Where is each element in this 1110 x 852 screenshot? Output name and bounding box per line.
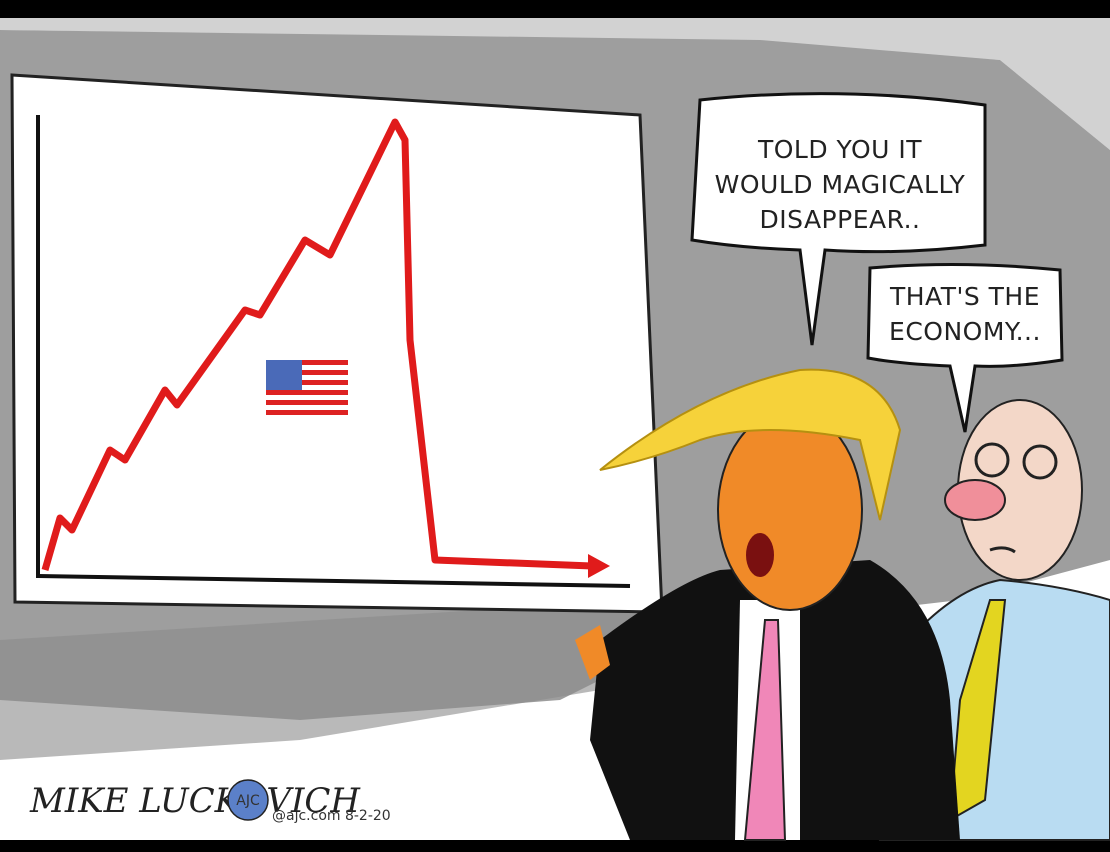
man-right [878, 399, 1110, 841]
logo-badge [227, 779, 269, 821]
logo-text: AJC [236, 793, 260, 809]
bottom-bar [0, 840, 1110, 852]
trend-line [41, 118, 593, 571]
bubble-text: WOULD MAGICALLY [715, 170, 966, 199]
man-left [575, 368, 960, 841]
wall-shading [0, 600, 660, 760]
credit-text: @ajc.com 8-2-20 [272, 808, 391, 824]
speech-bubble [866, 262, 1064, 433]
top-bar [0, 0, 1110, 18]
bubble-text: TOLD YOU IT [757, 135, 922, 164]
flag [266, 360, 348, 420]
wall-top [0, 18, 1110, 150]
artist-signature: MIKE LUCKOVICH [29, 781, 361, 821]
bubble-text: ECONOMY... [889, 317, 1041, 346]
speech-bubble [690, 92, 987, 346]
chart-poster [10, 73, 664, 614]
bubble-text: DISAPPEAR.. [760, 205, 921, 234]
poster-axis [37, 574, 631, 588]
bubble-text: THAT'S THE [889, 282, 1040, 311]
arrow-head [588, 554, 610, 578]
